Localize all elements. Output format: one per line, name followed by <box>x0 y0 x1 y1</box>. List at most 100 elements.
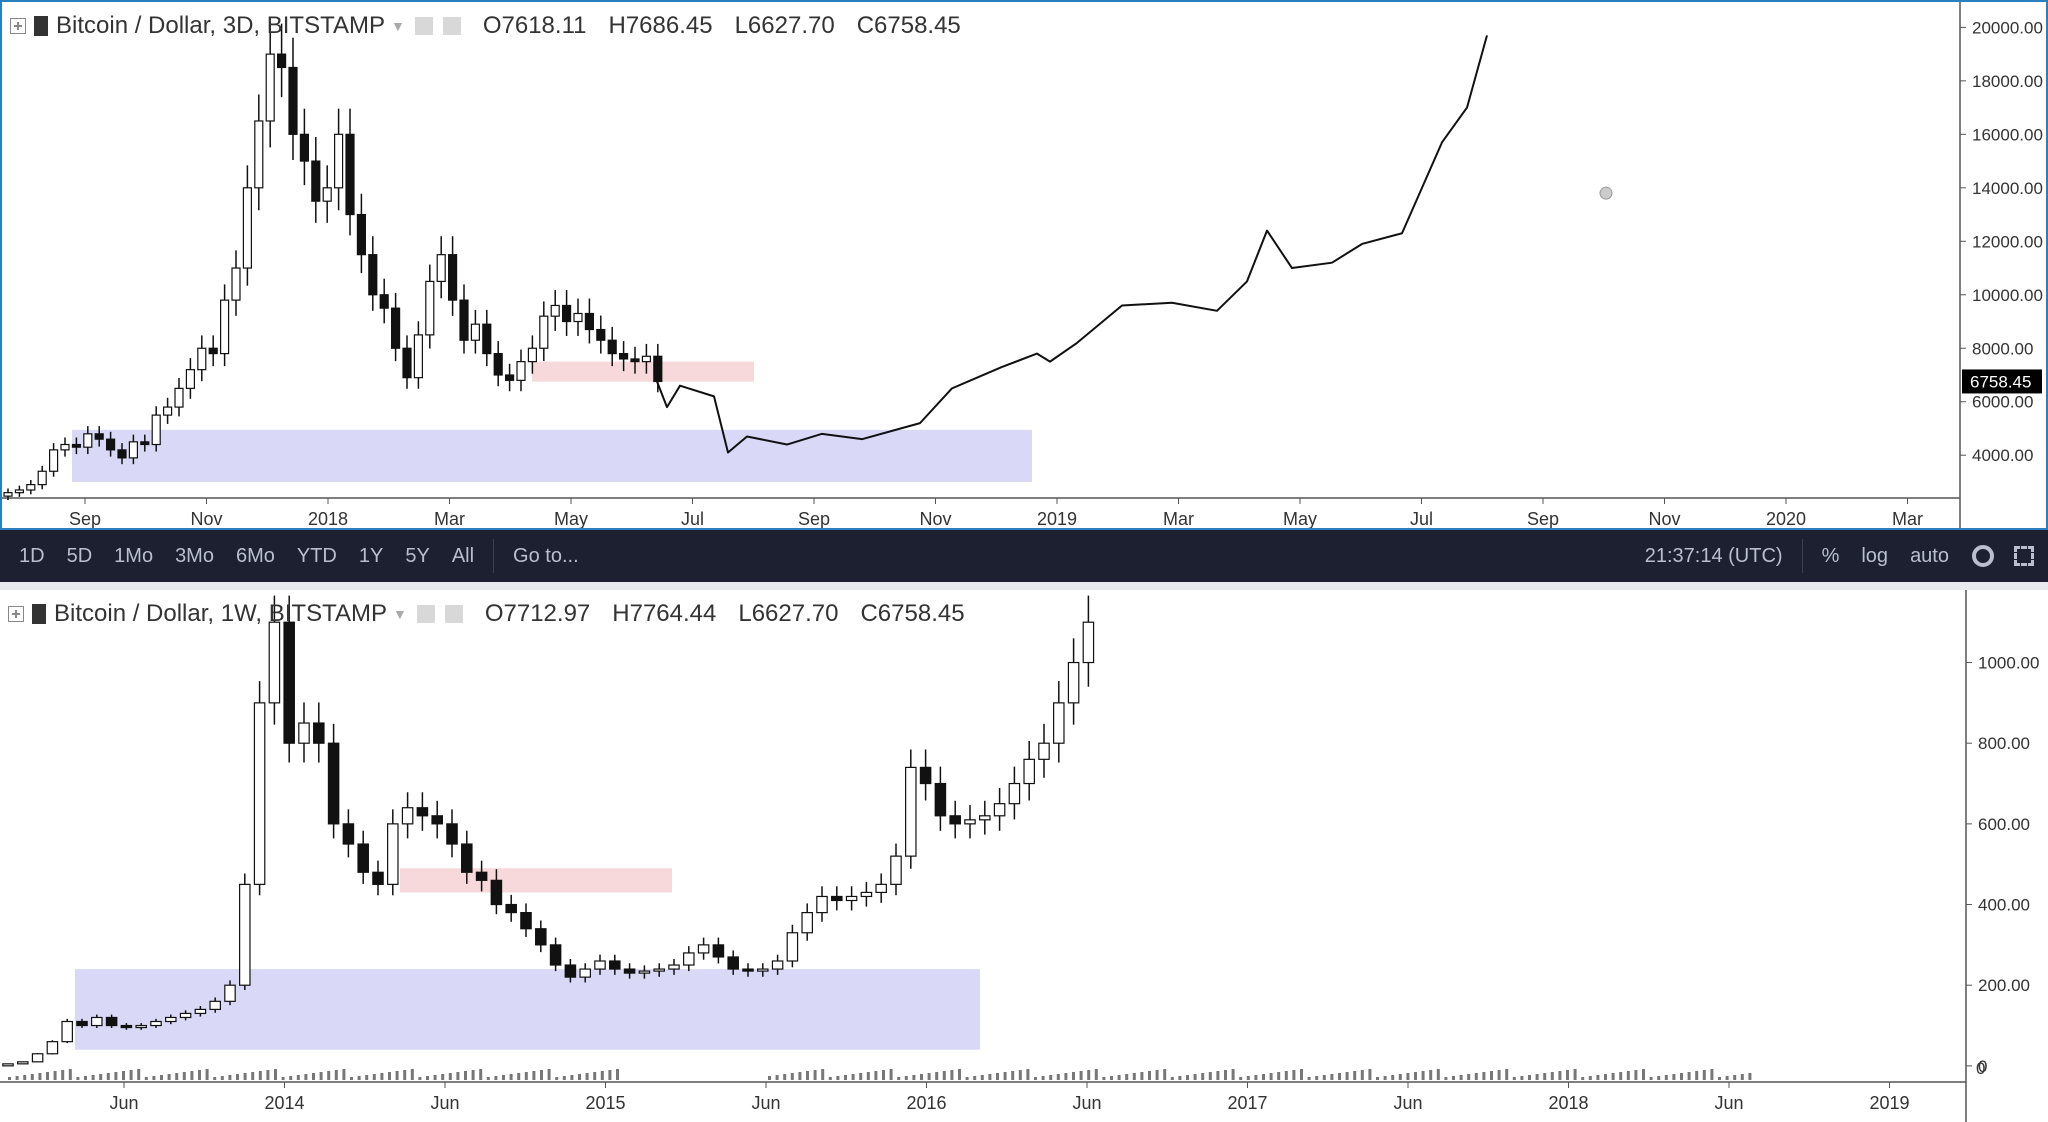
log-toggle[interactable]: log <box>1861 544 1889 567</box>
auto-toggle[interactable]: auto <box>1910 544 1949 567</box>
ohlc-low: L6627.70 <box>738 600 839 627</box>
y-tick-label: 600.00 <box>1978 815 2030 834</box>
volume-bar <box>1155 1070 1159 1080</box>
volume-bar <box>608 1070 612 1080</box>
candle <box>459 299 469 341</box>
candle <box>298 722 310 744</box>
candle <box>83 433 93 448</box>
y-tick-label: 8000.00 <box>1972 339 2033 358</box>
volume-bar <box>114 1072 118 1080</box>
volume-bar <box>205 1069 209 1080</box>
caret-down-icon[interactable]: ▼ <box>390 18 405 34</box>
volume-bar <box>1611 1073 1615 1080</box>
range-buttons: 1D 5D 1Mo 3Mo 6Mo YTD 1Y 5Y All <box>0 545 485 568</box>
volume-bar <box>441 1074 445 1080</box>
candle <box>697 944 710 954</box>
candle <box>265 53 275 122</box>
candle <box>875 883 887 894</box>
range-button-5y[interactable]: 5Y <box>405 544 430 567</box>
candle <box>448 254 458 301</box>
volume-bar <box>965 1077 969 1080</box>
volume-bar <box>935 1072 939 1080</box>
x-tick-label: Jun <box>751 1093 780 1113</box>
chart-pane-3d[interactable]: 4000.00 6000.00 8000.00 10000.00 12000.00 140… <box>0 0 2048 530</box>
percent-toggle[interactable]: % <box>1821 544 1840 567</box>
volume-bar <box>1193 1074 1197 1080</box>
range-button-3mo[interactable]: 3Mo <box>175 544 214 567</box>
volume-bar <box>1452 1076 1455 1080</box>
candle <box>607 339 617 355</box>
candle <box>786 932 799 962</box>
range-button-1d[interactable]: 1D <box>19 544 45 567</box>
y-tick-label: 10000.00 <box>1972 286 2043 305</box>
candle <box>1053 702 1065 744</box>
candle <box>505 903 517 914</box>
gear-icon[interactable] <box>1972 545 1994 567</box>
volume-bar <box>1725 1076 1729 1080</box>
volume-bar <box>1360 1070 1364 1080</box>
volume-bar <box>1049 1075 1053 1080</box>
gear-icon[interactable] <box>442 17 461 35</box>
chart-canvas-1w[interactable]: 0 200.00 400.00 600.00 800.00 1000.00 Jun 2014 J… <box>0 590 2048 1122</box>
volume-bar <box>1604 1074 1607 1080</box>
y-tick-label: 400.00 <box>1978 896 2030 915</box>
candle <box>268 621 281 704</box>
volume-bar <box>790 1073 794 1080</box>
candle <box>117 449 127 459</box>
candle <box>562 304 572 323</box>
volume-bar <box>958 1069 961 1080</box>
utc-clock[interactable]: 21:37:14 (UTC) <box>1644 544 1783 567</box>
symbol-title[interactable]: Bitcoin / Dollar, 1W, BITSTAMP <box>54 600 387 627</box>
range-button-6mo[interactable]: 6Mo <box>235 544 275 567</box>
plus-square-icon[interactable] <box>8 606 24 622</box>
gear-icon[interactable] <box>444 605 463 623</box>
range-button-5d[interactable]: 5D <box>66 544 93 567</box>
candle <box>619 353 629 360</box>
volume-bar <box>1566 1070 1569 1080</box>
x-tick-label: 2019 <box>1869 1093 1909 1113</box>
resistance-zone <box>400 868 672 893</box>
symbol-title[interactable]: Bitcoin / Dollar, 3D, BITSTAMP <box>56 12 385 39</box>
chart-canvas-3d[interactable]: 4000.00 6000.00 8000.00 10000.00 12000.00 140… <box>2 2 2046 528</box>
candle <box>1008 782 1021 805</box>
x-tick-label: 2015 <box>585 1093 625 1113</box>
volume-bar <box>988 1074 992 1080</box>
volume-bar <box>1520 1076 1524 1080</box>
candle <box>516 361 526 381</box>
eye-icon[interactable] <box>414 17 433 35</box>
volume-bar <box>1421 1071 1425 1080</box>
volume-bar <box>106 1073 110 1080</box>
volume-bar <box>190 1071 194 1080</box>
volume-bar <box>1277 1072 1281 1080</box>
chart-pane-1w[interactable]: 0 200.00 400.00 600.00 800.00 1000.00 Jun 2014 J… <box>0 590 2048 1122</box>
candle <box>446 823 458 845</box>
candle <box>490 879 503 906</box>
x-tick-label: 2020 <box>1766 509 1806 528</box>
caret-down-icon[interactable]: ▼ <box>392 606 407 622</box>
volume-bar <box>1535 1074 1539 1080</box>
volume-bar <box>372 1074 376 1080</box>
x-tick-label: Jun <box>109 1093 138 1113</box>
range-button-1y[interactable]: 1Y <box>358 544 384 567</box>
volume-bar <box>1512 1077 1516 1080</box>
range-button-all[interactable]: All <box>451 544 475 567</box>
candle <box>311 160 321 202</box>
fullscreen-icon[interactable] <box>2014 546 2034 566</box>
range-button-1mo[interactable]: 1Mo <box>114 544 154 567</box>
volume-bar <box>1269 1073 1273 1080</box>
range-button-ytd[interactable]: YTD <box>296 544 337 567</box>
candle <box>623 968 636 974</box>
volume-bar <box>532 1071 536 1080</box>
x-tick-label: Jun <box>1714 1093 1743 1113</box>
eye-icon[interactable] <box>416 605 435 623</box>
goto-button[interactable]: Go to... <box>513 544 579 567</box>
volume-bar <box>1687 1072 1691 1080</box>
x-tick-label: Sep <box>1527 509 1559 528</box>
candle <box>368 254 378 296</box>
plus-square-icon[interactable] <box>10 18 26 34</box>
flag-icon <box>32 604 46 624</box>
pane-separator[interactable] <box>0 582 2048 590</box>
volume-bar <box>1315 1076 1319 1080</box>
candle <box>391 307 401 349</box>
candle <box>163 406 173 416</box>
